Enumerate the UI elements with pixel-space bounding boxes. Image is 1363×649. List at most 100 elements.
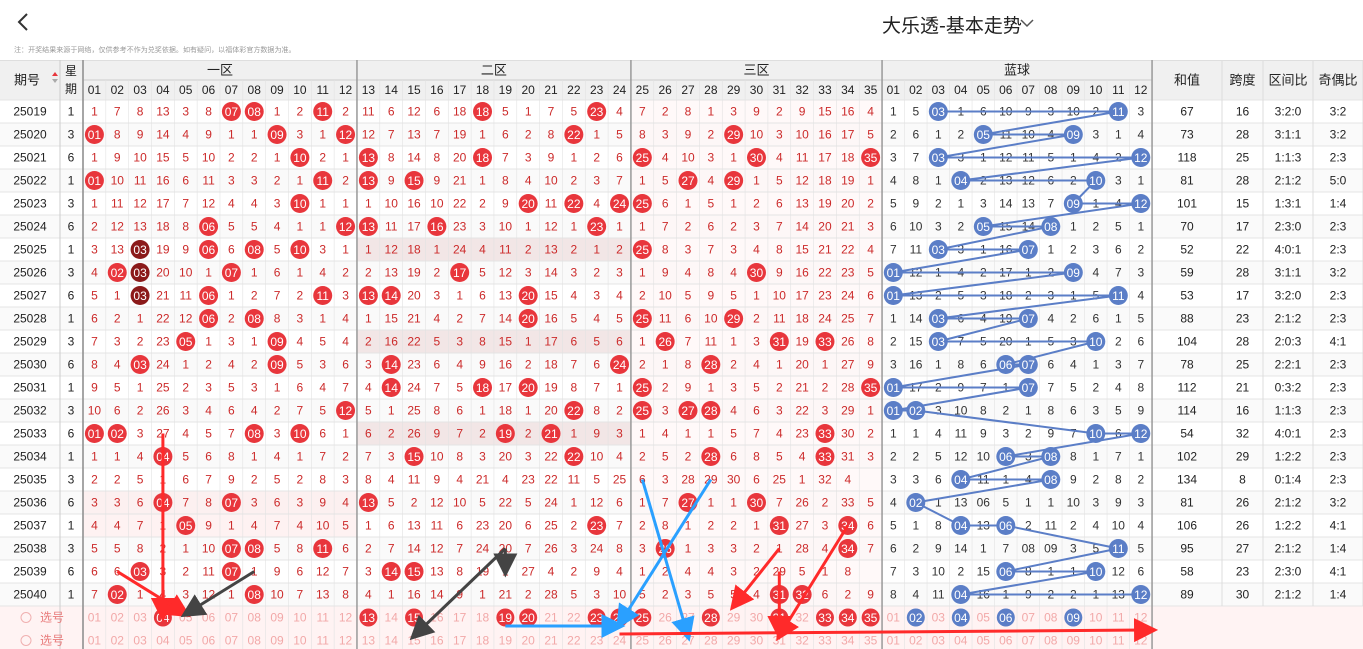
- picked-red-number[interactable]: 28: [704, 611, 718, 625]
- picked-red-number[interactable]: 35: [864, 611, 878, 625]
- select-blue-number[interactable]: 09: [1067, 634, 1081, 648]
- picked-blue-ball[interactable]: [1064, 608, 1083, 627]
- select-blue-number[interactable]: 03: [932, 611, 946, 625]
- select-red-number[interactable]: 22: [567, 634, 581, 648]
- select-red-number[interactable]: 10: [293, 611, 307, 625]
- select-red-number[interactable]: 19: [499, 634, 513, 648]
- picked-blue-ball[interactable]: [996, 608, 1015, 627]
- select-blue-number[interactable]: 08: [1044, 634, 1058, 648]
- select-blue-number[interactable]: 01: [887, 611, 901, 625]
- radio-circle-icon[interactable]: [20, 612, 32, 623]
- select-red-number[interactable]: 17: [453, 611, 467, 625]
- picked-blue-ball[interactable]: [951, 608, 970, 627]
- select-red-number[interactable]: 13: [362, 634, 376, 648]
- selector-label[interactable]: 选号: [40, 611, 64, 625]
- select-red-number[interactable]: 14: [385, 611, 399, 625]
- picked-red-number[interactable]: 34: [841, 611, 855, 625]
- select-red-number[interactable]: 01: [88, 634, 102, 648]
- picked-blue-number[interactable]: 02: [909, 611, 923, 625]
- select-blue-number[interactable]: 11: [1112, 611, 1125, 625]
- select-red-number[interactable]: 12: [339, 634, 353, 648]
- select-red-number[interactable]: 21: [544, 634, 558, 648]
- back-chevron-icon[interactable]: [12, 8, 36, 36]
- picked-red-number[interactable]: 33: [818, 611, 832, 625]
- picked-red-number[interactable]: 19: [499, 611, 513, 625]
- select-red-number[interactable]: 17: [453, 634, 467, 648]
- select-red-number[interactable]: 30: [750, 611, 764, 625]
- picked-red-number[interactable]: 23: [590, 611, 604, 625]
- picked-red-ball[interactable]: [701, 608, 720, 627]
- select-red-number[interactable]: 18: [476, 634, 490, 648]
- select-red-number[interactable]: 20: [522, 634, 536, 648]
- select-red-number[interactable]: 21: [544, 611, 558, 625]
- select-red-number[interactable]: 32: [795, 634, 809, 648]
- stat-header-sum_label[interactable]: 和值: [1174, 73, 1200, 88]
- sort-arrows-icon[interactable]: [52, 72, 58, 76]
- select-red-number[interactable]: 03: [133, 611, 147, 625]
- select-red-number[interactable]: 32: [795, 611, 809, 625]
- picked-blue-number[interactable]: 09: [1067, 611, 1081, 625]
- select-red-number[interactable]: 18: [476, 611, 490, 625]
- select-blue-number[interactable]: 01: [887, 634, 901, 648]
- select-blue-number[interactable]: 02: [909, 634, 923, 648]
- stat-header-span_label[interactable]: 跨度: [1229, 73, 1255, 88]
- picked-red-ball[interactable]: [519, 608, 538, 627]
- select-red-number[interactable]: 08: [248, 634, 262, 648]
- select-red-number[interactable]: 03: [133, 634, 147, 648]
- select-blue-number[interactable]: 07: [1022, 611, 1036, 625]
- select-red-number[interactable]: 16: [430, 634, 444, 648]
- select-red-number[interactable]: 09: [270, 611, 284, 625]
- select-red-number[interactable]: 22: [567, 611, 581, 625]
- select-blue-number[interactable]: 05: [977, 611, 991, 625]
- radio-circle-icon[interactable]: [20, 635, 32, 646]
- picked-red-number[interactable]: 20: [522, 611, 536, 625]
- select-blue-number[interactable]: 07: [1022, 634, 1036, 648]
- select-blue-number[interactable]: 06: [999, 634, 1013, 648]
- stat-header-odd_even_label[interactable]: 奇偶比: [1318, 73, 1357, 88]
- page-title[interactable]: 大乐透-基本走势: [882, 15, 1022, 37]
- picked-blue-number[interactable]: 04: [954, 611, 968, 625]
- select-red-number[interactable]: 26: [658, 634, 672, 648]
- picked-blue-ball[interactable]: [906, 608, 925, 627]
- select-red-number[interactable]: 33: [818, 634, 832, 648]
- select-red-number[interactable]: 04: [156, 634, 170, 648]
- select-red-number[interactable]: 24: [613, 634, 627, 648]
- select-red-number[interactable]: 02: [111, 611, 125, 625]
- select-red-number[interactable]: 26: [658, 611, 672, 625]
- select-blue-number[interactable]: 12: [1134, 611, 1148, 625]
- select-red-number[interactable]: 05: [179, 634, 193, 648]
- picked-red-ball[interactable]: [838, 608, 857, 627]
- select-blue-number[interactable]: 03: [932, 634, 946, 648]
- select-red-number[interactable]: 01: [88, 611, 102, 625]
- select-red-number[interactable]: 23: [590, 634, 604, 648]
- select-red-number[interactable]: 28: [704, 634, 718, 648]
- select-blue-number[interactable]: 12: [1134, 634, 1148, 648]
- select-red-number[interactable]: 07: [225, 634, 239, 648]
- picked-blue-number[interactable]: 06: [999, 611, 1013, 625]
- select-red-number[interactable]: 35: [864, 634, 878, 648]
- select-red-number[interactable]: 14: [385, 634, 399, 648]
- select-red-number[interactable]: 29: [727, 634, 741, 648]
- select-red-number[interactable]: 34: [841, 634, 855, 648]
- select-blue-number[interactable]: 08: [1044, 611, 1058, 625]
- select-blue-number[interactable]: 10: [1089, 634, 1103, 648]
- picked-red-ball[interactable]: [496, 608, 515, 627]
- picked-red-ball[interactable]: [815, 608, 834, 627]
- sort-arrows-icon[interactable]: [52, 79, 58, 83]
- select-red-number[interactable]: 07: [225, 611, 239, 625]
- select-red-number[interactable]: 25: [636, 634, 650, 648]
- select-red-number[interactable]: 29: [727, 611, 741, 625]
- select-red-number[interactable]: 08: [248, 611, 262, 625]
- picked-red-ball[interactable]: [861, 608, 880, 627]
- selector-label[interactable]: 选号: [40, 634, 64, 648]
- select-red-number[interactable]: 30: [750, 634, 764, 648]
- select-red-number[interactable]: 02: [111, 634, 125, 648]
- select-red-number[interactable]: 09: [270, 634, 284, 648]
- select-blue-number[interactable]: 05: [977, 634, 991, 648]
- select-red-number[interactable]: 10: [293, 634, 307, 648]
- picked-red-ball[interactable]: [587, 608, 606, 627]
- select-red-number[interactable]: 06: [202, 611, 216, 625]
- picked-red-ball[interactable]: [359, 608, 378, 627]
- period-header[interactable]: 期号: [14, 73, 40, 88]
- stat-header-ratio_label[interactable]: 区间比: [1268, 73, 1307, 88]
